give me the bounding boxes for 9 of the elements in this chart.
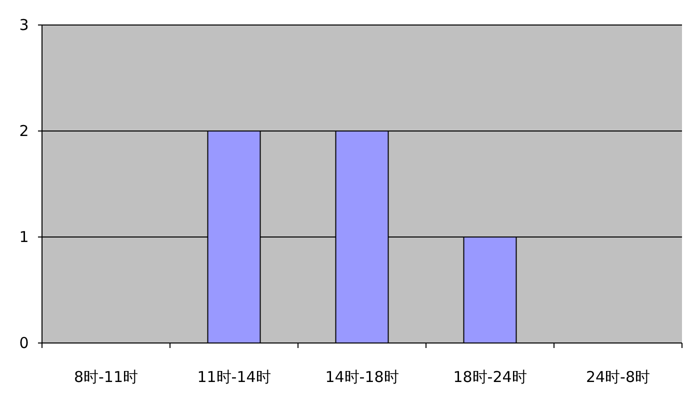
y-tick-label: 2 [19, 122, 29, 140]
y-tick-label: 0 [19, 334, 29, 352]
y-tick-label: 1 [19, 228, 29, 246]
x-tick-label: 11时-14时 [197, 368, 271, 386]
x-tick-label: 24时-8时 [586, 368, 650, 386]
y-tick-label: 3 [19, 16, 29, 34]
x-tick-label: 8时-11时 [74, 368, 138, 386]
x-tick-label: 18时-24时 [453, 368, 527, 386]
x-tick-label: 14时-18时 [325, 368, 399, 386]
